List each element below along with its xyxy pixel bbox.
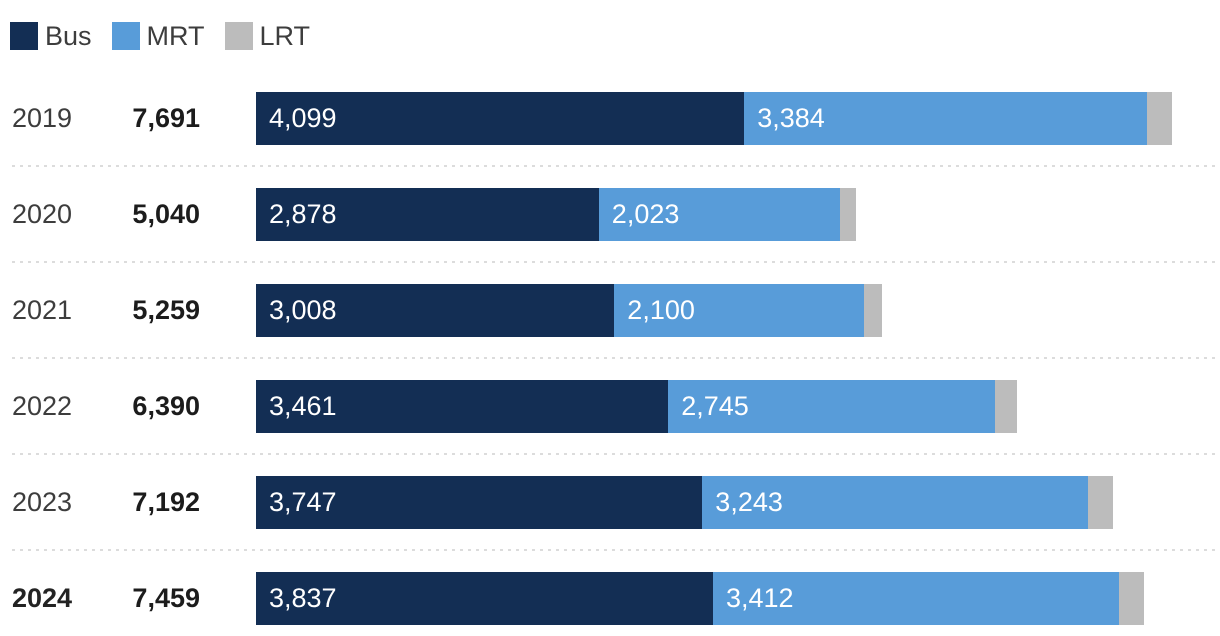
legend-item-lrt: LRT <box>224 21 311 51</box>
legend-item-mrt: MRT <box>111 21 205 51</box>
bus-segment: 2,878 <box>256 187 599 241</box>
total-label: 5,259 <box>132 294 200 325</box>
row-2021: 2021 5,259 3,008 2,100 <box>0 261 1220 358</box>
mrt-value-label: 2,100 <box>627 294 695 325</box>
bus-segment: 3,747 <box>256 475 703 529</box>
legend: Bus MRT LRT <box>10 22 1220 50</box>
lrt-segment <box>1088 475 1113 529</box>
mrt-segment: 2,023 <box>598 187 840 241</box>
mrt-value-label: 2,023 <box>611 198 680 229</box>
mrt-value-label: 3,243 <box>715 486 783 517</box>
total-label: 7,459 <box>132 582 200 613</box>
bus-value-label: 3,747 <box>269 486 337 517</box>
mrt-color-swatch-icon <box>111 22 140 50</box>
legend-item-bus: Bus <box>10 22 92 50</box>
mrt-segment: 3,243 <box>702 475 1089 529</box>
stacked-bar: 3,837 3,412 <box>256 571 1145 625</box>
bus-value-label: 3,008 <box>269 294 337 325</box>
mrt-segment: 2,100 <box>614 283 865 337</box>
total-label: 6,390 <box>132 390 200 421</box>
lrt-segment <box>864 283 883 337</box>
lrt-segment <box>995 379 1017 433</box>
mrt-segment: 3,384 <box>744 91 1148 145</box>
row-2024: 2024 7,459 3,837 3,412 <box>0 549 1220 636</box>
year-label: 2020 <box>12 198 73 229</box>
lrt-segment <box>839 187 857 241</box>
bus-color-swatch-icon <box>10 22 38 50</box>
row-2023: 2023 7,192 3,747 3,243 <box>0 453 1220 550</box>
lrt-color-swatch-icon <box>224 22 253 50</box>
row-2020: 2020 5,040 2,878 2,023 <box>0 165 1220 262</box>
mrt-value-label: 3,412 <box>726 582 794 613</box>
lrt-segment <box>1147 91 1172 145</box>
bus-value-label: 3,461 <box>269 390 337 421</box>
stacked-bar: 3,747 3,243 <box>256 475 1113 529</box>
lrt-segment <box>1119 571 1145 625</box>
mrt-value-label: 3,384 <box>757 102 825 133</box>
year-label: 2024 <box>12 582 73 613</box>
year-label: 2021 <box>12 294 73 325</box>
mrt-segment: 2,745 <box>668 379 996 433</box>
mrt-value-label: 2,745 <box>681 390 749 421</box>
bus-segment: 4,099 <box>256 91 745 145</box>
legend-label-mrt: MRT <box>146 21 205 51</box>
bus-segment: 3,837 <box>256 571 713 625</box>
stacked-bar: 3,008 2,100 <box>256 283 883 337</box>
bus-segment: 3,008 <box>256 283 615 337</box>
row-2022: 2022 6,390 3,461 2,745 <box>0 357 1220 454</box>
stacked-bar: 3,461 2,745 <box>256 379 1017 433</box>
stacked-bar: 4,099 3,384 <box>256 91 1172 145</box>
total-label: 7,192 <box>132 486 200 517</box>
year-label: 2023 <box>12 486 73 517</box>
legend-label-bus: Bus <box>45 21 92 51</box>
year-label: 2022 <box>12 390 73 421</box>
total-label: 5,040 <box>132 198 200 229</box>
bus-segment: 3,461 <box>256 379 669 433</box>
chart-rows: 2019 7,691 4,099 3,384 2020 5,040 2,878 <box>0 70 1220 636</box>
bus-value-label: 2,878 <box>269 198 337 229</box>
bus-value-label: 3,837 <box>269 582 337 613</box>
row-2019: 2019 7,691 4,099 3,384 <box>0 70 1220 166</box>
bus-value-label: 4,099 <box>269 102 337 133</box>
mrt-segment: 3,412 <box>713 571 1120 625</box>
year-label: 2019 <box>12 102 73 133</box>
stacked-bar: 2,878 2,023 <box>256 187 857 241</box>
legend-label-lrt: LRT <box>259 21 311 51</box>
total-label: 7,691 <box>132 102 200 133</box>
